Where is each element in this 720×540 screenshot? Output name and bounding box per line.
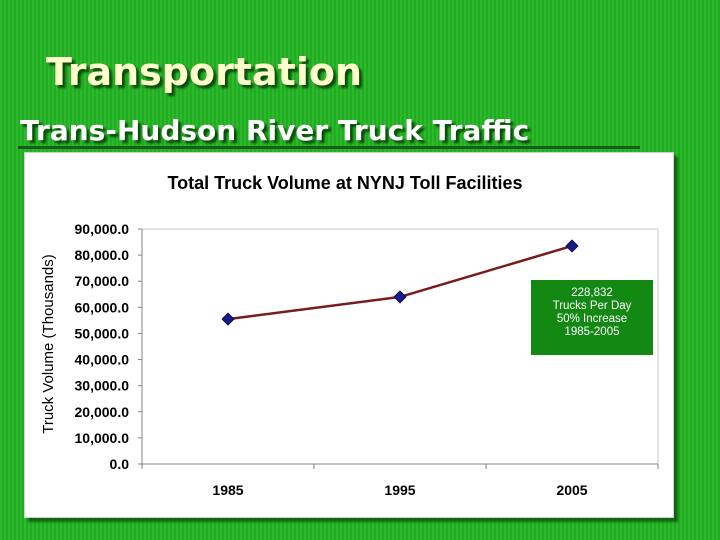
y-tick-label: 10,000.0 (75, 430, 130, 446)
y-axis-ticks: 0.0 10,000.0 20,000.0 30,000.0 40,000.0 50,00… (75, 221, 142, 472)
y-tick-label: 70,000.0 (75, 273, 130, 289)
callout-line-increase: 50% Increase (556, 313, 628, 325)
x-tick-label: 1985 (212, 482, 243, 498)
callout-line-period: 1985-2005 (564, 326, 620, 338)
y-tick-label: 60,000.0 (75, 299, 130, 315)
y-tick-label: 90,000.0 (75, 221, 130, 237)
y-tick-label: 30,000.0 (75, 378, 130, 394)
y-tick-label: 40,000.0 (75, 352, 130, 368)
callout-box: 228,832 Trucks Per Day 50% Increase 1985… (531, 280, 653, 355)
y-tick-label: 0.0 (110, 456, 130, 472)
chart-panel: Total Truck Volume at NYNJ Toll Faciliti… (24, 152, 674, 518)
series-group (221, 239, 579, 326)
data-point-marker (221, 312, 235, 326)
x-axis-ticks: 1985 1995 2005 (141, 464, 659, 498)
slide-title: Transportation (46, 50, 363, 94)
data-point-marker (393, 290, 407, 304)
chart-title: Total Truck Volume at NYNJ Toll Faciliti… (167, 173, 522, 193)
callout-line-total: 228,832 (571, 287, 613, 299)
plot-frame (141, 228, 659, 465)
title-divider (18, 146, 640, 149)
series-line (227, 244, 573, 321)
x-tick-label: 2005 (556, 482, 587, 498)
y-tick-label: 80,000.0 (75, 247, 130, 263)
callout-line-unit: Trucks Per Day (552, 300, 632, 312)
slide-subtitle: Trans-Hudson River Truck Traffic (20, 114, 530, 147)
y-tick-label: 50,000.0 (75, 325, 130, 341)
y-axis-label: Truck Volume (Thousands) (40, 254, 57, 434)
line-chart: Total Truck Volume at NYNJ Toll Faciliti… (40, 173, 659, 498)
x-tick-label: 1995 (384, 482, 415, 498)
data-point-marker (565, 239, 579, 253)
y-tick-label: 20,000.0 (75, 404, 130, 420)
